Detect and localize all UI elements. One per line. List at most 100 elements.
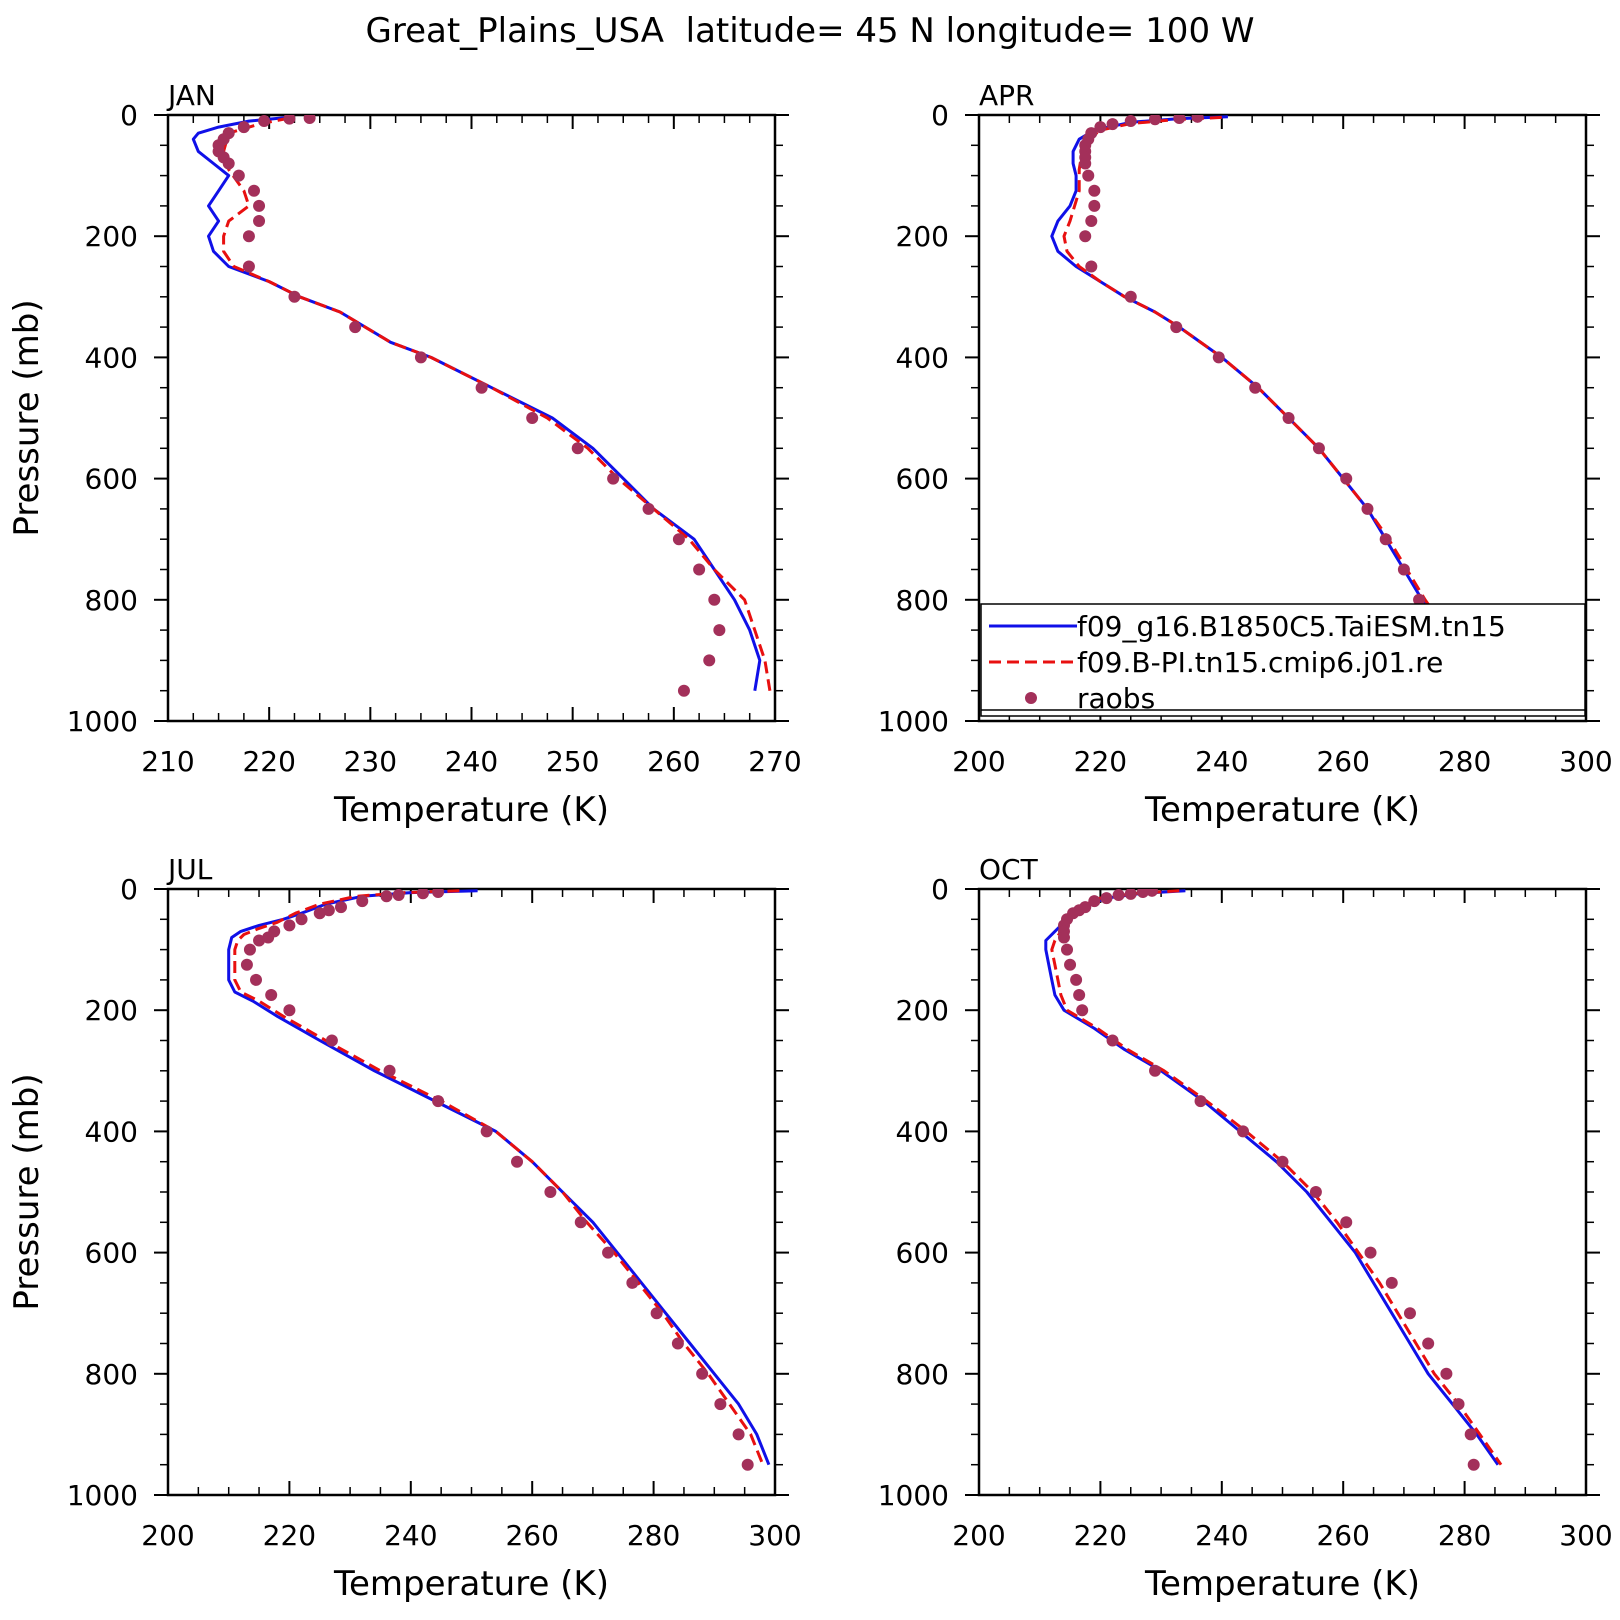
panels-group: JAN 210 220 230 240 250 260 270 0 200 400 600 800 100… [7, 79, 1613, 1604]
y-tick-label: 200 [85, 220, 138, 253]
obs-point [1191, 115, 1204, 123]
obs-point [1079, 230, 1092, 243]
obs-point [1194, 1095, 1207, 1108]
obs-point [414, 351, 427, 364]
obs-point [677, 684, 690, 697]
obs-point [1100, 892, 1113, 905]
obs-point [325, 1034, 338, 1047]
x-tick-label: 240 [1195, 745, 1248, 778]
obs-point [1237, 1125, 1250, 1138]
obs-point [1452, 1398, 1465, 1411]
obs-point [714, 1398, 727, 1411]
x-tick-label: 230 [344, 745, 397, 778]
y-tick-label: 600 [896, 1237, 949, 1270]
obs-point [253, 199, 266, 212]
x-tick-label: 240 [384, 1519, 437, 1552]
x-tick-label: 240 [1195, 1519, 1248, 1552]
obs-point [1145, 889, 1158, 897]
x-tick-label: 300 [748, 1519, 801, 1552]
y-tick-label: 400 [896, 341, 949, 374]
x-tick-label: 270 [748, 745, 801, 778]
obs-point [1094, 121, 1107, 134]
x-tick-label: 260 [505, 1519, 558, 1552]
x-tick-label: 200 [952, 1519, 1005, 1552]
obs-point [1070, 973, 1083, 986]
panel-oct: OCT 200 220 240 260 280 300 0 200 400 600 800 1000 Te… [878, 853, 1613, 1604]
y-tick-label: 1000 [67, 1479, 138, 1512]
obs-point [732, 1428, 745, 1441]
y-tick-label: 0 [120, 99, 138, 132]
x-tick-label: 220 [1074, 1519, 1127, 1552]
x-tick-label: 280 [1438, 745, 1491, 778]
obs-point [1340, 472, 1353, 485]
y-axis-label: Pressure (mb) [7, 1073, 47, 1310]
obs-point [1064, 958, 1077, 971]
x-tick-label: 200 [141, 1519, 194, 1552]
obs-point [626, 1276, 639, 1289]
x-axis-label: Temperature (K) [1144, 790, 1420, 830]
obs-point [1170, 321, 1183, 334]
y-tick-label: 400 [85, 1115, 138, 1148]
obs-point [1112, 889, 1125, 902]
obs-point [322, 904, 335, 917]
plot-frame [977, 887, 1588, 1497]
obs-point [1124, 889, 1137, 900]
y-tick-label: 1000 [878, 1479, 949, 1512]
obs-point [1464, 1428, 1477, 1441]
x-tick-label: 220 [1074, 745, 1127, 778]
panel-apr: APR 200 220 240 260 280 300 0 200 400 600 800 1000 Te… [878, 79, 1613, 830]
obs-point [1312, 442, 1325, 455]
obs-point [1061, 943, 1074, 956]
series-group [227, 889, 771, 1471]
obs-point [380, 890, 393, 903]
obs-point [1124, 290, 1137, 303]
obs-point [356, 895, 369, 908]
y-tick-label: 0 [931, 873, 949, 906]
x-tick-label: 220 [263, 1519, 316, 1552]
x-axis-label: Temperature (K) [333, 790, 609, 830]
obs-point [232, 169, 245, 182]
obs-point [1088, 199, 1101, 212]
x-tick-label: 200 [952, 745, 1005, 778]
obs-point [240, 958, 253, 971]
obs-point [432, 889, 445, 899]
obs-point [1364, 1246, 1377, 1259]
series-line-model-b [222, 116, 772, 691]
obs-point [1403, 1307, 1416, 1320]
obs-point [693, 563, 706, 576]
x-tick-label: 280 [1438, 1519, 1491, 1552]
obs-point [1212, 351, 1225, 364]
obs-point [1085, 260, 1098, 273]
series-group [191, 115, 772, 697]
x-tick-label: 300 [1559, 745, 1612, 778]
panel-jul: JUL 200 220 240 260 280 300 0 200 400 600 800 1000 Te… [7, 853, 802, 1604]
obs-point [283, 115, 296, 125]
y-tick-label: 0 [931, 99, 949, 132]
obs-point [392, 889, 405, 902]
obs-point [1057, 931, 1070, 944]
x-tick-label: 260 [647, 745, 700, 778]
obs-point [1282, 412, 1295, 424]
legend-box [980, 603, 1586, 717]
obs-point [1124, 115, 1137, 128]
obs-point [334, 901, 347, 914]
obs-point [242, 260, 255, 273]
obs-point [607, 472, 620, 485]
obs-point [1088, 184, 1101, 197]
panel-label: APR [979, 79, 1035, 112]
obs-point [295, 913, 308, 926]
series-group [1044, 889, 1503, 1471]
obs-point [265, 989, 278, 1002]
obs-point [1079, 157, 1092, 170]
panel-label: OCT [979, 853, 1039, 886]
obs-point [1340, 1216, 1353, 1229]
obs-point [1082, 169, 1095, 182]
obs-point [475, 381, 488, 394]
x-tick-label: 250 [546, 745, 599, 778]
obs-point [650, 1307, 663, 1320]
obs-point [313, 907, 326, 920]
obs-point [544, 1186, 557, 1198]
obs-point [1467, 1458, 1480, 1471]
obs-point [1249, 381, 1262, 394]
